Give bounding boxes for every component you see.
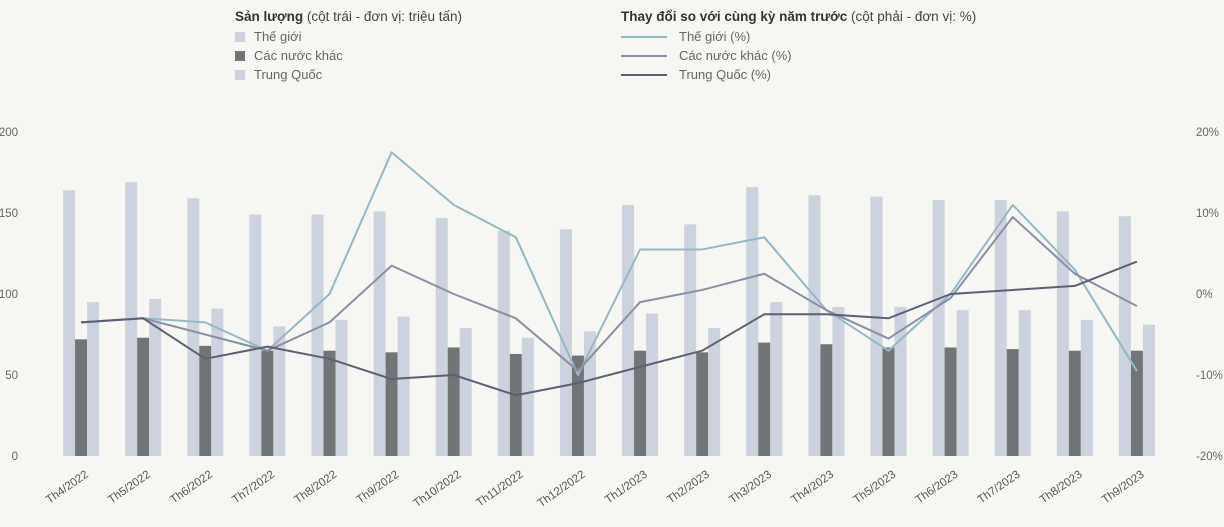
x-axis-tick-label: Th8/2022 — [293, 469, 340, 507]
bar-world — [249, 214, 262, 456]
bar-world — [870, 196, 883, 457]
bar-china — [708, 328, 721, 456]
left-axis-title: Sản lượng (cột trái - đơn vị: triệu tấn) — [235, 9, 463, 24]
bar-china — [770, 302, 783, 456]
bar-china — [646, 313, 659, 456]
legend-item-other-countries-change: Các nước khác (%) — [621, 46, 976, 65]
bar-other-countries — [696, 352, 709, 456]
line-world-change — [80, 151, 1138, 376]
bar-other-countries — [1068, 350, 1081, 456]
x-axis-tick-label: Th1/2023 — [603, 469, 650, 507]
bar-world — [63, 190, 76, 456]
bar-other-countries — [385, 352, 398, 456]
bar-china — [956, 310, 969, 456]
x-axis-tick-label: Th4/2023 — [789, 469, 836, 507]
legend-item-world-change: Thế giới (%) — [621, 27, 976, 46]
bar-other-countries — [758, 342, 771, 456]
bar-world — [497, 230, 510, 456]
line-china-change — [80, 260, 1138, 397]
legend-line — [621, 35, 667, 38]
legend-item-other-countries-output: Các nước khác — [235, 46, 462, 65]
bar-china — [87, 302, 100, 456]
bar-world — [559, 229, 572, 456]
legend-item-china-change: Trung Quốc (%) — [621, 65, 976, 84]
bar-world — [932, 200, 945, 456]
right-axis-tick-label: 10% — [1196, 208, 1219, 220]
x-axis-tick-label: Th7/2023 — [976, 469, 1023, 507]
x-axis-tick-label: Th5/2023 — [852, 469, 899, 507]
line-other-countries-change — [80, 216, 1138, 372]
legend-swatch — [235, 50, 245, 61]
bar-other-countries — [137, 337, 150, 456]
bar-world — [1056, 211, 1069, 456]
left-axis-tick-label: 50 — [5, 370, 18, 382]
bar-world — [187, 198, 200, 457]
bar-world — [1118, 216, 1131, 456]
bar-other-countries — [323, 350, 336, 456]
left-axis-tick-label: 100 — [0, 289, 18, 301]
left-axis-tick-label: 200 — [0, 127, 18, 139]
bar-other-countries — [944, 347, 957, 456]
bar-china — [521, 337, 534, 456]
left-axis-tick-label: 0 — [12, 451, 18, 463]
legend-left: Sản lượng (cột trái - đơn vị: triệu tấn)… — [235, 9, 462, 84]
bar-other-countries — [820, 344, 833, 456]
x-axis-tick-label: Th9/2023 — [1100, 469, 1147, 507]
left-axis-tick-label: 150 — [0, 208, 18, 220]
bar-china — [1080, 319, 1093, 456]
bar-china — [149, 298, 162, 456]
x-axis-tick-label: Th9/2022 — [355, 469, 402, 507]
bar-world — [435, 217, 448, 456]
bar-china — [335, 319, 348, 456]
right-axis-tick-label: -10% — [1196, 370, 1223, 382]
x-axis-tick-label: Th6/2022 — [168, 469, 215, 507]
x-axis-tick-label: Th5/2022 — [106, 469, 153, 507]
bar-other-countries — [199, 345, 212, 456]
bar-china — [459, 328, 472, 456]
bar-world — [311, 214, 324, 456]
x-axis-tick-label: Th2/2023 — [665, 469, 712, 507]
x-axis-tick-label: Th12/2022 — [536, 469, 588, 510]
legend-item-world-output: Thế giới — [235, 27, 462, 46]
bar-world — [684, 224, 697, 456]
bar-other-countries — [634, 350, 647, 456]
bar-china — [273, 326, 286, 456]
legend-swatch — [235, 69, 245, 80]
bar-china — [397, 316, 410, 456]
bar-other-countries — [571, 355, 584, 456]
x-axis-tick-label: Th8/2023 — [1038, 469, 1085, 507]
legend-swatch — [235, 31, 245, 42]
x-axis-tick-label: Th10/2022 — [412, 469, 464, 510]
bar-china — [1018, 310, 1031, 456]
legend-item-china-output: Trung Quốc — [235, 65, 462, 84]
bar-other-countries — [882, 347, 895, 456]
legend-line — [621, 73, 667, 76]
x-axis-tick-label: Th3/2023 — [727, 469, 774, 507]
bar-china — [832, 306, 845, 456]
x-axis-tick-label: Th11/2022 — [474, 469, 525, 510]
x-axis-tick-label: Th6/2023 — [914, 469, 961, 507]
bar-world — [622, 204, 635, 456]
legend-line — [621, 54, 667, 57]
bar-world — [373, 211, 386, 456]
bar-other-countries — [75, 339, 88, 456]
bar-china — [211, 308, 224, 456]
bar-other-countries — [447, 347, 460, 456]
x-axis-tick-label: Th7/2022 — [230, 469, 277, 507]
bar-other-countries — [1130, 350, 1143, 456]
legend-right: Thay đổi so với cùng kỳ năm trước (cột p… — [621, 9, 976, 84]
bar-world — [808, 195, 821, 456]
bar-china — [894, 306, 907, 456]
bar-other-countries — [1006, 349, 1019, 456]
right-axis-tick-label: 0% — [1196, 289, 1213, 301]
bar-world — [994, 200, 1007, 456]
x-axis-tick-label: Th4/2022 — [44, 469, 91, 507]
bar-other-countries — [261, 350, 274, 456]
right-axis-tick-label: 20% — [1196, 127, 1219, 139]
bar-china — [1142, 324, 1155, 456]
right-axis-title: Thay đổi so với cùng kỳ năm trước (cột p… — [621, 9, 977, 24]
right-axis-tick-label: -20% — [1196, 451, 1223, 463]
bar-other-countries — [509, 353, 522, 456]
